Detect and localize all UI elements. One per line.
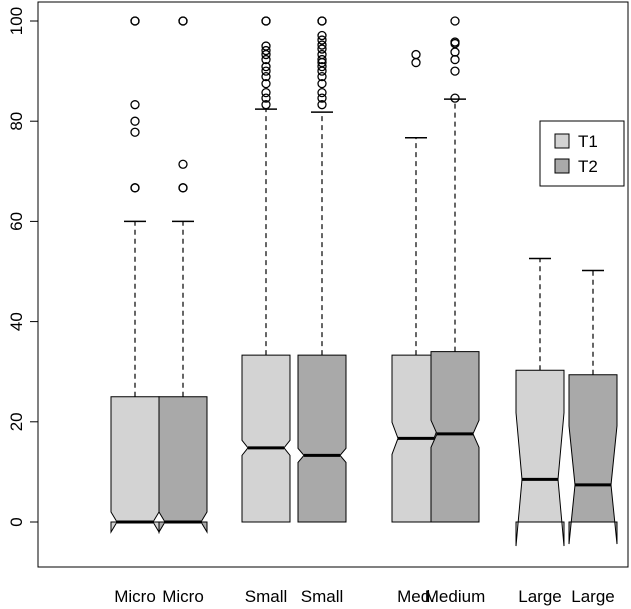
y-tick-label: 60	[7, 212, 26, 231]
box-body	[110, 396, 160, 534]
legend-box	[539, 120, 625, 187]
box-body	[515, 369, 565, 547]
outlier-point	[317, 30, 327, 41]
outlier-point	[261, 93, 271, 103]
outlier-point	[317, 40, 327, 50]
legend-label: T2	[578, 157, 598, 176]
y-tick-label: 40	[7, 312, 26, 331]
outlier-point	[261, 71, 271, 82]
outlier-point	[261, 87, 271, 98]
outlier-point	[261, 78, 271, 89]
box-8	[568, 269, 618, 545]
box-body	[430, 351, 480, 523]
box-3	[241, 16, 291, 523]
legend-entry-t2: T2	[554, 157, 598, 176]
y-tick-label: 20	[7, 412, 26, 431]
outlier-point	[178, 183, 188, 193]
x-tick-label: Micro	[162, 587, 204, 606]
outlier-point	[130, 100, 140, 110]
outlier-point	[317, 100, 327, 110]
x-tick-label: Small	[245, 587, 288, 606]
legend-label: T1	[578, 132, 598, 151]
outlier-point	[261, 45, 271, 56]
y-tick-label: 80	[7, 112, 26, 131]
x-axis-labels: Micro Micro Small Small Med.Medium Large Large	[114, 587, 615, 606]
outlier-point	[130, 183, 140, 193]
outlier-point	[450, 54, 460, 65]
legend-swatch	[554, 133, 570, 149]
outlier-point	[317, 35, 327, 45]
outlier-point	[317, 49, 327, 60]
box-4	[297, 16, 347, 523]
x-tick-label: Medium	[425, 587, 485, 606]
x-tick-label: Large	[518, 587, 561, 606]
outlier-point	[261, 61, 271, 72]
outlier-point	[317, 87, 327, 98]
outlier-point	[317, 93, 327, 103]
outlier-point	[450, 37, 460, 47]
outlier-point	[261, 41, 271, 51]
outlier-point	[317, 61, 327, 72]
outlier-point	[317, 71, 327, 82]
boxes	[110, 16, 618, 547]
outlier-point	[261, 66, 271, 76]
outlier-point	[317, 78, 327, 89]
outlier-point	[450, 16, 460, 26]
x-tick-label: Large	[571, 587, 614, 606]
y-tick-label: 0	[7, 517, 26, 526]
x-tick-label: Med.	[397, 587, 435, 606]
outlier-point	[130, 116, 140, 126]
outlier-point	[317, 54, 327, 65]
outlier-point	[317, 16, 327, 26]
y-axis: 0 20 40 60 80 100	[7, 7, 38, 527]
x-tick-label: Micro	[114, 587, 156, 606]
outlier-point	[317, 44, 327, 54]
plot-border	[37, 1, 629, 568]
x-tick-label: Small	[301, 587, 344, 606]
outlier-point	[450, 47, 460, 57]
outlier-point	[261, 54, 271, 65]
outlier-point	[450, 93, 460, 103]
outlier-point	[261, 100, 271, 110]
outlier-point	[130, 127, 140, 137]
box-body	[241, 354, 291, 523]
box-body	[158, 396, 208, 534]
y-tick-label: 100	[7, 7, 26, 35]
plot-frame	[37, 1, 629, 568]
outlier-point	[411, 57, 421, 68]
box-body	[568, 374, 618, 545]
legend-swatch	[554, 158, 570, 174]
box-body	[297, 354, 347, 523]
box-7	[515, 257, 565, 547]
box-6	[430, 16, 480, 523]
outlier-point	[411, 49, 421, 60]
box-1	[110, 16, 160, 534]
outlier-point	[178, 159, 188, 169]
outlier-point	[130, 16, 140, 26]
outlier-point	[178, 16, 188, 26]
outlier-point	[450, 66, 460, 76]
outlier-point	[261, 16, 271, 26]
legend-entry-t1: T1	[554, 132, 598, 151]
box-2	[158, 16, 208, 534]
